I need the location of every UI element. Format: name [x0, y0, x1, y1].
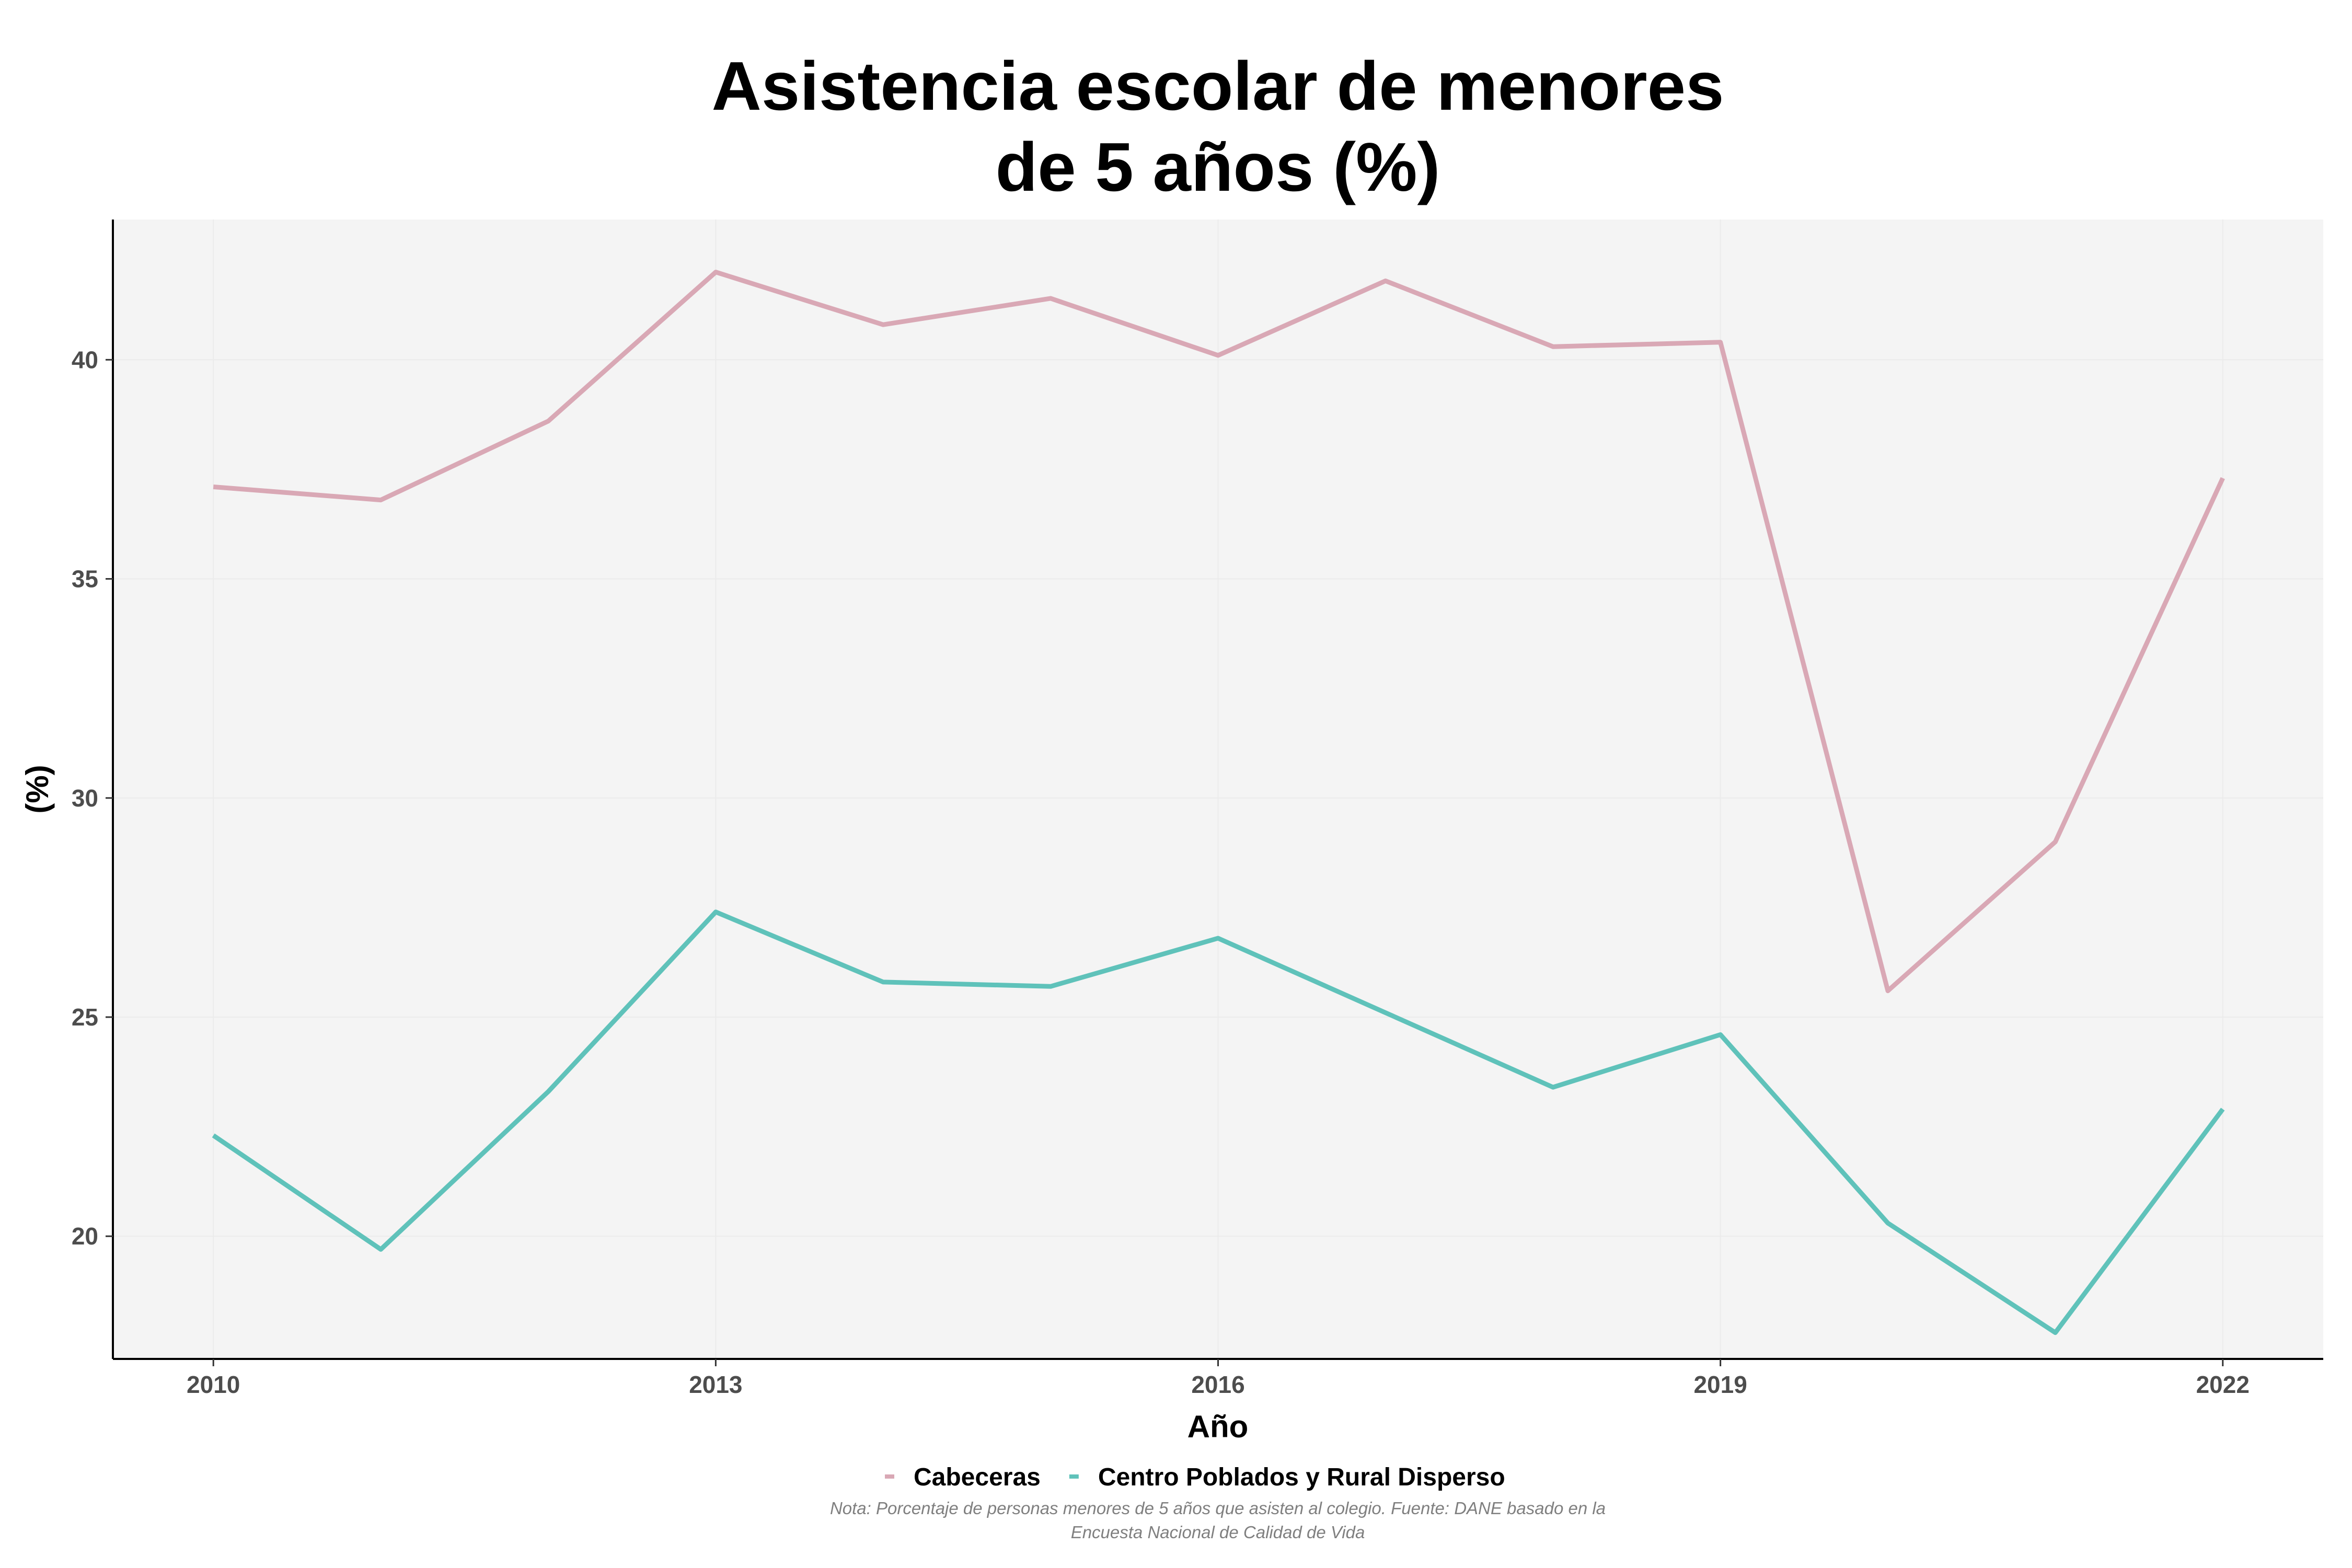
- note-line-2: Encuesta Nacional de Calidad de Vida: [1071, 1523, 1365, 1542]
- series-line-0: [213, 270, 2225, 994]
- x-axis-title: Año: [1187, 1409, 1249, 1444]
- legend-label-cabeceras: Cabeceras: [914, 1463, 1041, 1491]
- x-tick-label: 2022: [2196, 1371, 2250, 1398]
- chart-title-line-1: Asistencia escolar de menores: [712, 48, 1724, 124]
- x-tick-label: 2013: [689, 1371, 742, 1398]
- y-ticks: 20 25 30 35 40: [72, 346, 113, 1250]
- y-tick-label: 20: [72, 1223, 98, 1250]
- x-tick-label: 2016: [1191, 1371, 1244, 1398]
- x-tick-label: 2019: [1693, 1371, 1747, 1398]
- gridlines: [113, 220, 2323, 1359]
- series-line-1: [212, 909, 2225, 1335]
- y-tick-label: 40: [72, 346, 98, 373]
- y-tick-label: 30: [72, 785, 98, 812]
- x-ticks: 2010 2013 2016 2019 2022: [187, 1359, 2250, 1398]
- x-tick-label: 2010: [187, 1371, 240, 1398]
- chart-title-line-2: de 5 años (%): [996, 129, 1440, 205]
- y-tick-label: 35: [72, 566, 98, 593]
- note-line-1: Nota: Porcentaje de personas menores de …: [830, 1498, 1606, 1518]
- y-tick-label: 25: [72, 1004, 98, 1031]
- series-lines: [212, 270, 2225, 1335]
- y-axis-title: (%): [20, 765, 55, 813]
- legend-label-rural: Centro Poblados y Rural Disperso: [1098, 1463, 1505, 1491]
- legend: Cabeceras Centro Poblados y Rural Disper…: [885, 1463, 1505, 1491]
